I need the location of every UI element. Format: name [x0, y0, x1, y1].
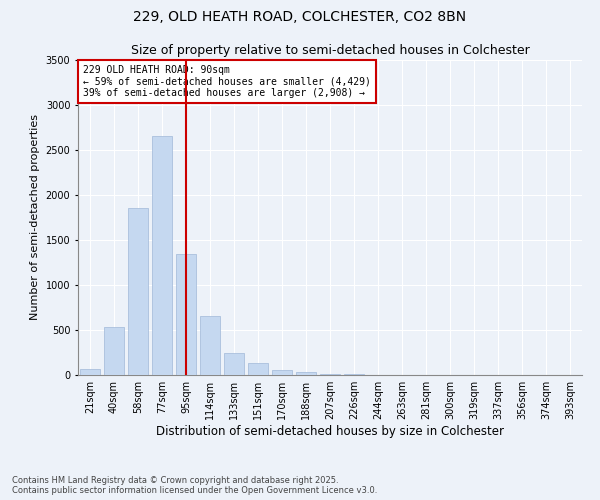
Bar — [224, 352, 244, 375]
Bar — [272, 370, 292, 375]
Bar — [104, 328, 124, 375]
Bar — [320, 374, 340, 375]
Bar — [296, 372, 316, 375]
Bar — [344, 374, 364, 375]
Text: 229 OLD HEATH ROAD: 90sqm
← 59% of semi-detached houses are smaller (4,429)
39% : 229 OLD HEATH ROAD: 90sqm ← 59% of semi-… — [83, 64, 371, 98]
Bar — [152, 136, 172, 375]
Text: Contains HM Land Registry data © Crown copyright and database right 2025.
Contai: Contains HM Land Registry data © Crown c… — [12, 476, 377, 495]
Title: Size of property relative to semi-detached houses in Colchester: Size of property relative to semi-detach… — [131, 44, 529, 58]
Bar — [128, 208, 148, 375]
Bar — [200, 316, 220, 375]
X-axis label: Distribution of semi-detached houses by size in Colchester: Distribution of semi-detached houses by … — [156, 425, 504, 438]
Y-axis label: Number of semi-detached properties: Number of semi-detached properties — [30, 114, 40, 320]
Bar — [80, 368, 100, 375]
Text: 229, OLD HEATH ROAD, COLCHESTER, CO2 8BN: 229, OLD HEATH ROAD, COLCHESTER, CO2 8BN — [133, 10, 467, 24]
Bar — [176, 254, 196, 375]
Bar — [248, 364, 268, 375]
